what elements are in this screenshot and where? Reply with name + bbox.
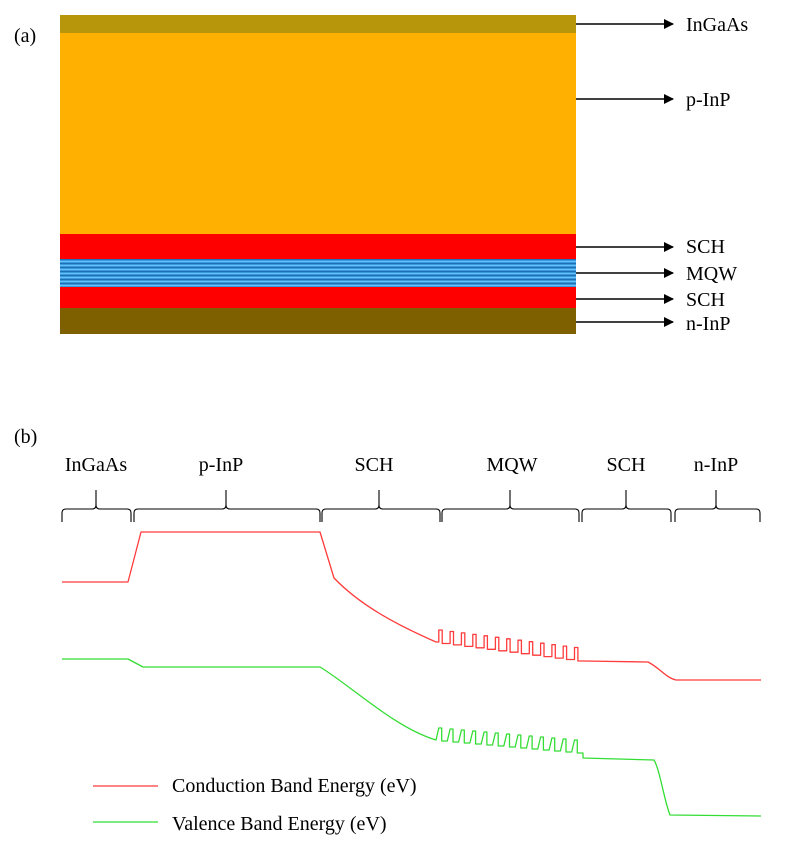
layer-arrows [576,19,674,327]
brace-ingaas [61,490,132,522]
region-label-n-inp: n-InP [694,454,738,476]
region-label-ingaas: InGaAs [65,454,127,476]
legend-label-valence: Valence Band Energy (eV) [172,813,387,835]
panel-b: (b) InGaAs p-InP SCH MQW SCH n-InP Condu… [14,426,762,835]
panel-a-label: (a) [14,25,36,47]
layer-mqw [60,259,576,287]
layer-stack [60,15,576,334]
valence-band-curve [62,658,762,817]
region-label-p-inp: p-InP [199,454,243,476]
panel-b-label: (b) [14,426,37,448]
region-label-mqw: MQW [486,454,537,476]
label-n-inp: n-InP [686,313,730,335]
layer-sch-top [60,234,576,259]
label-ingaas: InGaAs [686,14,748,36]
brace-sch-right [581,490,672,522]
brace-p-inp [133,490,321,522]
legend-label-conduction: Conduction Band Energy (eV) [172,775,417,797]
layer-labels: InGaAs p-InP SCH MQW SCH n-InP [686,14,748,335]
layer-n-inp [60,308,576,334]
brace-n-inp [674,490,761,522]
conduction-band-curve [62,531,761,681]
panel-a: (a) InGaAs p-InP SCH MQW SCH n- [14,14,748,335]
brace-mqw [441,490,580,522]
label-mqw: MQW [686,263,737,285]
label-sch-bottom: SCH [686,289,725,311]
region-labels: InGaAs p-InP SCH MQW SCH n-InP [65,454,738,476]
label-p-inp: p-InP [686,89,730,111]
layer-p-inp [60,33,576,234]
region-label-sch-left: SCH [355,454,394,476]
brace-sch-left [321,490,441,522]
layer-sch-bottom [60,287,576,308]
legend: Conduction Band Energy (eV) Valence Band… [93,775,417,835]
label-sch-top: SCH [686,236,725,258]
layer-ingaas [60,15,576,33]
region-braces [61,490,761,522]
region-label-sch-right: SCH [607,454,646,476]
